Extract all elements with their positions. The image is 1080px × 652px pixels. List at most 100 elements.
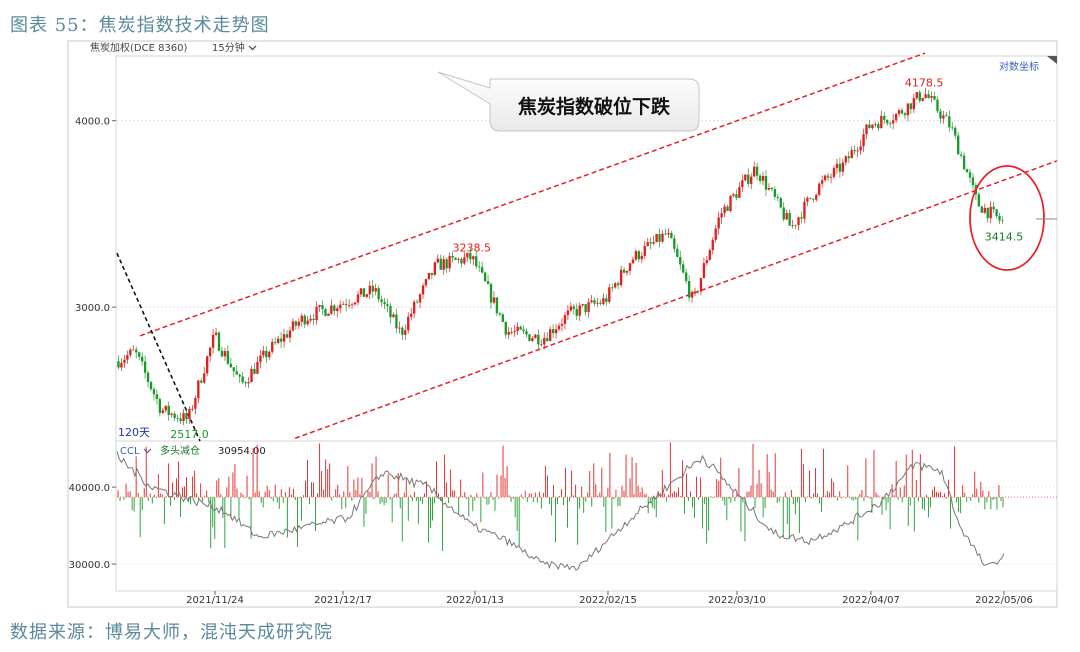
candle-body [578, 305, 581, 316]
candle-body [389, 305, 392, 318]
candle-body [543, 338, 546, 345]
candle-body [253, 368, 256, 374]
candle-body [197, 380, 200, 398]
candle-body [469, 252, 472, 260]
candle-body [155, 394, 159, 400]
candle-body [294, 321, 298, 326]
candle-body [495, 297, 499, 314]
candle-body [770, 187, 774, 190]
candle-body [342, 303, 345, 305]
candle-body [684, 272, 688, 282]
candle-body [687, 281, 691, 298]
candle-body [933, 96, 936, 100]
candle-body [362, 288, 366, 297]
candle-body [262, 350, 265, 356]
candle-body [120, 362, 123, 368]
candle-body [877, 124, 880, 129]
candle-body [271, 342, 274, 352]
candle-body [776, 196, 779, 198]
candle-body [368, 285, 371, 295]
candle-body [826, 175, 830, 178]
candle-body [631, 259, 635, 264]
channel-lower-line [294, 160, 1058, 440]
candle-body [191, 408, 194, 410]
candle-body [123, 359, 126, 363]
log-scale-toggle[interactable]: 对数坐标 [999, 60, 1039, 73]
candle-body [596, 302, 599, 304]
candle-body [980, 206, 984, 213]
candle-body [708, 250, 711, 261]
candle-body [350, 304, 354, 306]
indicator-name[interactable]: CCL [120, 446, 140, 457]
candle-body [534, 334, 537, 339]
candle-body [956, 135, 960, 155]
candle-body [593, 300, 596, 304]
candle-body [235, 371, 238, 375]
candle-body [421, 285, 425, 295]
candle-body [288, 330, 292, 338]
candle-body [936, 99, 939, 112]
candle-body [599, 302, 602, 304]
candle-body [498, 313, 502, 315]
candle-body [942, 115, 945, 119]
candle-body [702, 263, 706, 279]
candle-body [679, 256, 682, 265]
time-tick-label: 2022/02/15 [579, 595, 637, 606]
candle-body [507, 332, 510, 335]
candle-body [965, 169, 969, 173]
price-tick-label: 4000.0 [75, 117, 110, 128]
chevron-down-icon[interactable] [143, 448, 152, 454]
candle-body [809, 197, 812, 199]
candle-body [767, 187, 771, 190]
candle-body [945, 115, 948, 117]
candle-body [705, 260, 709, 264]
candle-body [818, 183, 821, 195]
candle-body [741, 180, 744, 188]
chevron-down-icon[interactable] [248, 45, 257, 51]
candle-body [140, 356, 144, 362]
candle-body [170, 413, 173, 415]
candle-body [489, 284, 493, 303]
candle-body [439, 258, 442, 270]
candle-body [386, 304, 389, 306]
candle-body [888, 123, 892, 125]
candle-body [563, 315, 567, 324]
time-x-axis: 2021/11/24 2021/12/17 2022/01/13 2022/02/15… [186, 591, 1033, 606]
candle-body [457, 258, 460, 260]
candle-body [214, 332, 218, 335]
candle-body [948, 116, 951, 128]
candle-body [336, 308, 339, 312]
candle-body [676, 248, 679, 257]
candle-body [418, 294, 422, 303]
candle-body [670, 232, 673, 239]
candle-body [460, 258, 463, 264]
candle-body [525, 331, 528, 335]
candle-body [602, 298, 605, 304]
candle-body [504, 321, 507, 335]
candle-body [306, 320, 309, 325]
candle-body [430, 272, 434, 275]
candle-body [211, 334, 215, 348]
candle-body [315, 306, 318, 321]
candle-body [516, 326, 519, 332]
period-selector[interactable]: 15分钟 [212, 41, 245, 54]
candle-body [747, 174, 750, 184]
candle-body [137, 352, 141, 357]
candle-body [433, 262, 437, 275]
candle-body [986, 207, 989, 219]
candle-body [217, 332, 221, 351]
candle-body [927, 94, 930, 98]
time-tick-label: 2022/04/07 [842, 595, 900, 606]
candle-body [587, 302, 590, 313]
candle-body [1001, 220, 1004, 222]
candle-body [365, 294, 369, 297]
corner-resize-icon[interactable] [1047, 56, 1057, 64]
candle-body [853, 150, 856, 152]
candle-body [992, 206, 995, 210]
candle-body [673, 238, 676, 249]
candle-body [356, 294, 360, 303]
candle-body [820, 180, 824, 184]
candle-body [259, 355, 262, 362]
candle-body [274, 342, 277, 343]
